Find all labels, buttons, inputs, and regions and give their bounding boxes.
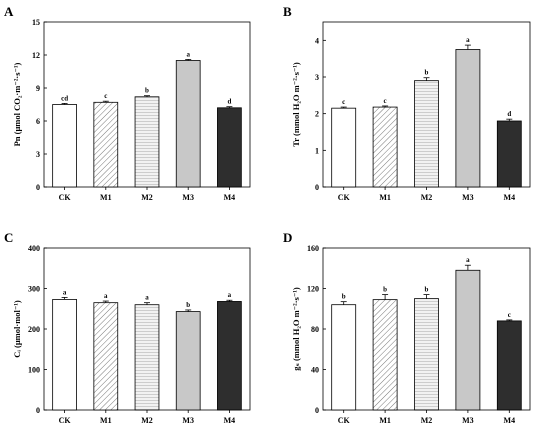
panel-d-category-label: M3 (462, 416, 474, 425)
panel-a-ytick-label: 0 (36, 183, 40, 192)
panel-c-category-label: CK (59, 416, 72, 425)
panel-c-sig-letter: a (63, 288, 67, 296)
panel-c-ytick-label: 200 (28, 325, 40, 334)
panel-d-sig-letter: b (425, 286, 429, 294)
panel-a-category-label: M4 (224, 193, 236, 202)
panel-b-bar-ck (331, 107, 357, 188)
panel-a-bar-ck (52, 104, 77, 188)
panel-c-chart: C 0 100 200 300 400 Cᵢ (μmol·mol⁻¹) a CK a M1 a M2 b… (4, 230, 251, 425)
panel-a-sig-letter: c (104, 92, 107, 100)
panel-c-category-label: M3 (182, 416, 194, 425)
panel-b-chart: B 0 1 2 3 4 Tr (mmol H₂O m⁻²·s⁻¹) c CK c M1 b M2 a M3… (283, 4, 531, 202)
panel-a-sig-letter: a (186, 50, 190, 58)
panel-c-ylabel: Cᵢ (μmol·mol⁻¹) (12, 300, 22, 358)
panel-c-sig-letter: a (145, 294, 149, 302)
panel-a-bar-m3 (175, 60, 201, 188)
panel-b-category-label: M2 (421, 193, 433, 202)
panel-c-category-label: M1 (100, 416, 112, 425)
panel-a-bar-m2 (134, 96, 160, 188)
panel-b-category-label: M1 (379, 193, 391, 202)
panel-d-category-label: M4 (504, 416, 516, 425)
panel-d-ytick-label: 120 (307, 285, 319, 294)
panel-b-sig-letter: c (384, 97, 387, 105)
panel-b-bar-m1 (372, 106, 398, 188)
panel-b-ytick-label: 3 (315, 73, 319, 82)
panel-b-category-label: CK (338, 193, 351, 202)
panel-c-bar-ck (52, 299, 77, 411)
panel-a-bar-m1 (93, 101, 119, 188)
panel-d-sig-letter: b (383, 286, 387, 294)
panel-d-letter: D (283, 230, 292, 245)
panel-c-sig-letter: a (104, 292, 108, 300)
panel-b-sig-letter: a (466, 36, 470, 44)
panel-c-ytick-label: 100 (28, 366, 40, 375)
panel-d-sig-letter: b (342, 293, 346, 301)
panel-a-category-label: M2 (141, 193, 153, 202)
panel-d-category-label: M1 (379, 416, 391, 425)
panel-b-ytick-label: 1 (315, 146, 319, 155)
panel-a-ytick-label: 12 (32, 51, 40, 60)
panel-b-category-label: M4 (504, 193, 516, 202)
panel-b-ytick-label: 2 (315, 110, 319, 119)
panel-a-ylabel: Pn (μmol CO₂·m⁻²·s⁻¹) (12, 62, 22, 146)
panel-d-category-label: M2 (421, 416, 433, 425)
panel-d-bar-m4 (496, 320, 522, 411)
panel-a-category-label: M1 (100, 193, 112, 202)
panel-c-ytick-label: 300 (28, 285, 40, 294)
panel-c-sig-letter: a (228, 291, 232, 299)
panel-b-bar-m4 (496, 120, 522, 188)
panel-b-category-label: M3 (462, 193, 474, 202)
panel-d-ytick-label: 40 (311, 366, 319, 375)
panel-a-sig-letter: d (227, 98, 231, 106)
panel-c-ytick-label: 0 (36, 406, 40, 415)
panel-c-bar-m3 (175, 311, 201, 411)
panel-d-ylabel: gₛ (mmol H₂O m⁻²·s⁻¹) (291, 287, 301, 371)
panel-d-chart: D 0 40 80 120 160 gₛ (mmol H₂O m⁻²·s⁻¹) b CK b M1… (283, 230, 531, 425)
panel-d-bar-m2 (414, 298, 439, 411)
panel-c-category-label: M4 (224, 416, 236, 425)
panel-a-category-label: M3 (182, 193, 194, 202)
panel-b-bar-m2 (414, 80, 439, 188)
panel-a-sig-letter: cd (61, 94, 68, 102)
panel-a-letter: A (4, 4, 14, 19)
panel-a-category-label: CK (59, 193, 72, 202)
panel-c-bar-m2 (134, 304, 160, 411)
panel-a-chart: A 0 3 6 9 12 15 Pn (μmol CO₂·m⁻²·s⁻¹) cd CK c M1 b M… (4, 4, 251, 202)
panel-a-sig-letter: b (145, 87, 149, 95)
panel-d-ytick-label: 160 (307, 244, 319, 253)
panel-c-bar-m4 (217, 301, 242, 411)
panel-c-category-label: M2 (141, 416, 153, 425)
panel-d-bar-m3 (455, 269, 481, 411)
panel-d-bar-ck (331, 304, 357, 411)
panel-b-sig-letter: b (425, 69, 429, 77)
panel-a-ytick-label: 6 (36, 117, 40, 126)
panel-b-ytick-label: 0 (315, 183, 319, 192)
panel-a-bar-m4 (217, 107, 242, 188)
panel-b-sig-letter: d (507, 110, 511, 118)
panel-d-sig-letter: a (466, 256, 470, 264)
panel-a-ytick-label: 9 (36, 84, 40, 93)
panel-b-letter: B (283, 4, 292, 19)
panel-c-ytick-label: 400 (28, 244, 40, 253)
panel-b-ytick-label: 4 (315, 36, 319, 45)
panel-b-bar-m3 (455, 49, 481, 188)
panel-d-ytick-label: 80 (311, 325, 319, 334)
panel-d-category-label: CK (338, 416, 351, 425)
panel-a-ytick-label: 15 (32, 18, 40, 27)
panel-c-sig-letter: b (186, 301, 190, 309)
panel-c-letter: C (4, 230, 13, 245)
panel-a-ytick-label: 3 (36, 150, 40, 159)
panel-b-ylabel: Tr (mmol H₂O m⁻²·s⁻¹) (291, 62, 301, 147)
panel-d-bar-m1 (372, 299, 398, 411)
panel-b-sig-letter: c (342, 98, 345, 106)
panel-d-sig-letter: c (508, 311, 511, 319)
panel-c-bar-m1 (93, 302, 119, 411)
panel-d-ytick-label: 0 (315, 406, 319, 415)
